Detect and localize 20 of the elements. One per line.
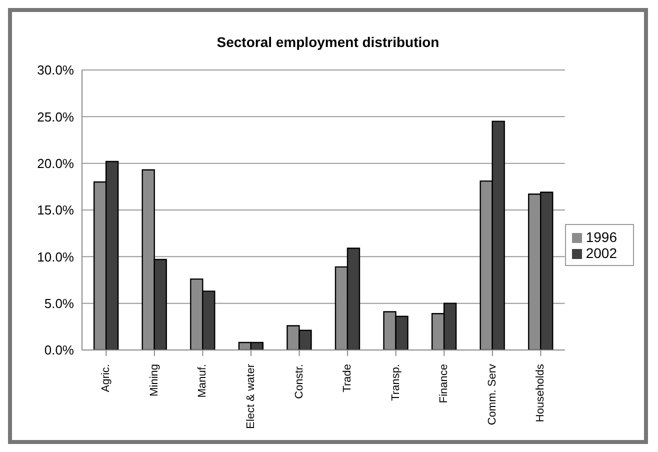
y-tick-label: 30.0% (37, 62, 74, 78)
x-tick-label: Trade (342, 364, 354, 392)
chart-title: Sectoral employment distribution (216, 34, 440, 50)
x-tick-label: Elect & water (244, 364, 257, 429)
x-tick-label: Agric. (100, 364, 112, 392)
y-tick-label: 5.0% (44, 296, 74, 311)
x-tick-label: Finance (438, 364, 450, 404)
x-tick-label: Constr. (293, 364, 306, 399)
x-tick-label: Mining (148, 364, 160, 396)
y-tick-label: 25.0% (37, 109, 74, 124)
legend-label: 1996 (586, 229, 617, 245)
x-tick-label: Comm. Serv (486, 364, 498, 426)
x-tick-label: Households (534, 364, 547, 422)
y-tick-label: 0.0% (44, 342, 74, 358)
y-tick-label: 15.0% (37, 202, 74, 218)
legend-label: 2002 (586, 245, 617, 261)
y-tick-label: 20.0% (37, 156, 74, 171)
x-tick-label: Transp. (390, 364, 402, 401)
y-tick-label: 10.0% (37, 249, 74, 264)
x-tick-label: Manuf. (196, 364, 209, 398)
